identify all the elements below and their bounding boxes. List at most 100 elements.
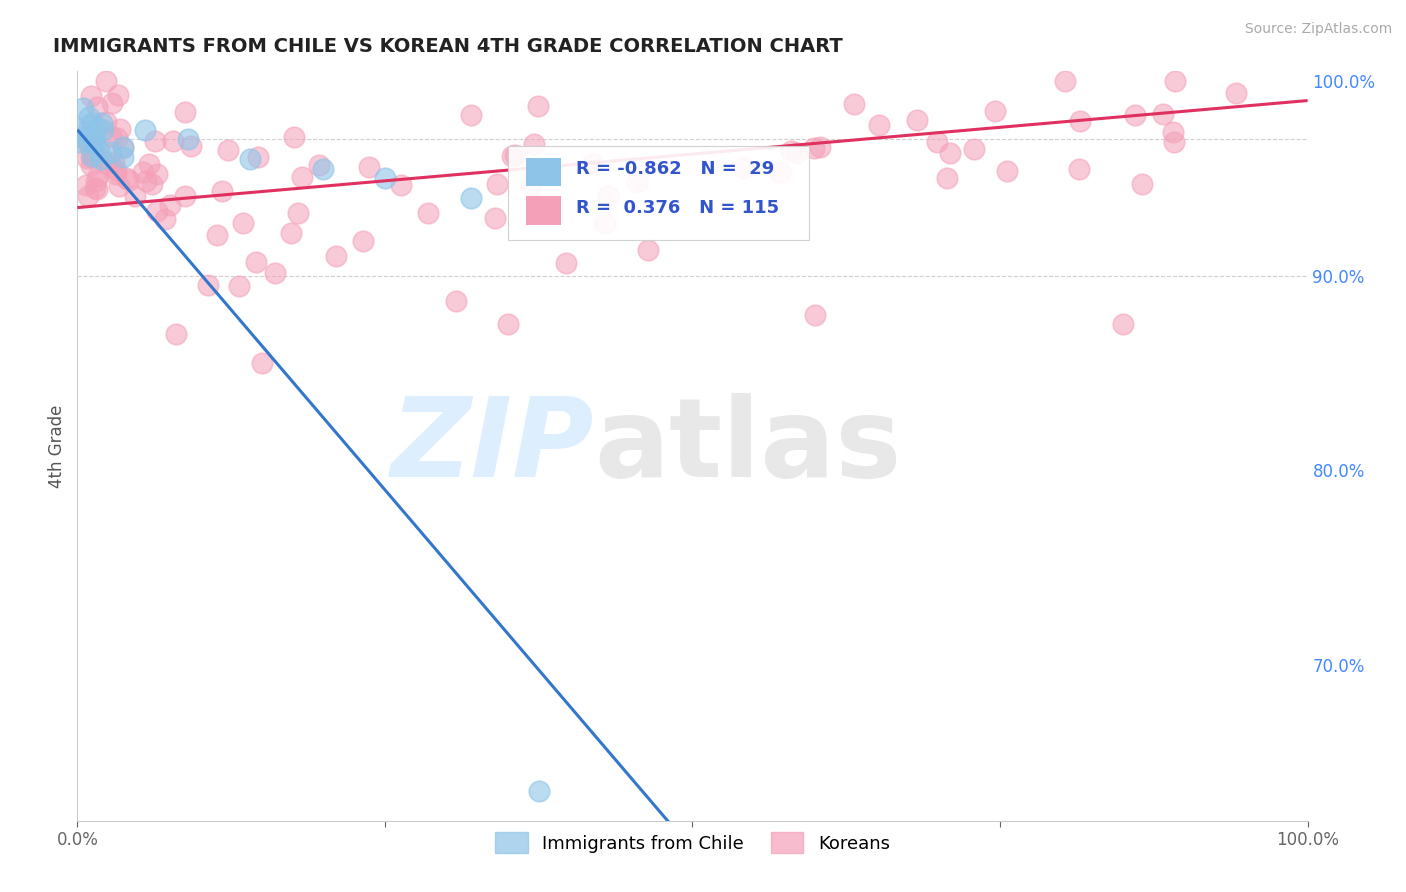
Point [291,169,314,184]
Point [79,158,101,172]
Point [80,150,103,164]
Point [963,142,986,156]
Point [1054,74,1077,88]
Point [444,294,467,309]
Point [83,131,105,145]
Point [173,189,195,203]
Point [94,156,117,170]
Point [103,155,125,169]
Point [312,161,335,176]
Point [94,114,117,128]
Point [905,112,928,127]
Point [80,89,103,103]
Point [1152,107,1174,121]
Point [143,134,166,148]
Bar [526,196,561,225]
Point [134,122,156,136]
Point [1112,318,1135,332]
Point [239,152,262,166]
Point [555,255,578,269]
Point [593,216,616,230]
Point [1225,87,1247,101]
Point [389,178,412,193]
Y-axis label: 4th Grade: 4th Grade [48,404,66,488]
Point [527,784,550,798]
Point [938,145,960,160]
Point [287,206,309,220]
Point [86,100,108,114]
Point [520,178,543,193]
Text: Source: ZipAtlas.com: Source: ZipAtlas.com [1244,22,1392,37]
Point [132,165,155,179]
Point [67,121,90,136]
Point [325,249,347,263]
Point [124,188,146,202]
Point [87,140,110,154]
Point [211,184,233,198]
Point [84,132,107,146]
Point [112,150,135,164]
Point [82,148,104,162]
Point [76,151,98,165]
Point [76,135,98,149]
Point [804,308,827,322]
Point [105,168,128,182]
Point [582,157,605,171]
Point [460,108,482,122]
Point [101,96,124,111]
Point [110,122,132,136]
Point [1069,162,1091,177]
Point [165,327,187,342]
Point [1161,125,1184,139]
Point [768,164,790,178]
Point [80,144,103,158]
Text: atlas: atlas [595,392,901,500]
Point [177,132,200,146]
Point [844,96,866,111]
Point [146,167,169,181]
Point [733,161,755,176]
Point [80,116,103,130]
Point [205,227,228,242]
Point [527,98,550,112]
Point [146,203,169,218]
Point [418,206,440,220]
Point [984,104,1007,119]
Point [245,255,267,269]
Point [79,111,101,125]
Point [138,157,160,171]
Point [173,105,195,120]
Point [72,129,94,144]
Point [91,115,114,129]
Legend: Immigrants from Chile, Koreans: Immigrants from Chile, Koreans [488,825,897,860]
Point [283,130,305,145]
Point [637,243,659,257]
Point [84,174,107,188]
Point [162,135,184,149]
Text: ZIP: ZIP [391,392,595,500]
Point [808,140,831,154]
Point [83,149,105,163]
Point [197,277,219,292]
Text: IMMIGRANTS FROM CHILE VS KOREAN 4TH GRADE CORRELATION CHART: IMMIGRANTS FROM CHILE VS KOREAN 4TH GRAD… [53,37,842,56]
Point [86,121,108,136]
Point [264,266,287,280]
Point [94,74,117,88]
Point [180,138,202,153]
Point [75,178,97,192]
Point [228,278,250,293]
Point [100,145,122,160]
Text: R =  0.376   N = 115: R = 0.376 N = 115 [575,199,779,217]
Point [786,145,808,160]
Point [141,178,163,192]
Point [107,87,129,102]
Point [91,123,114,137]
Point [359,161,381,175]
Point [90,153,112,167]
Point [69,135,91,149]
Point [598,189,620,203]
Point [460,191,482,205]
Point [77,119,100,133]
Point [374,171,396,186]
Point [308,158,330,172]
